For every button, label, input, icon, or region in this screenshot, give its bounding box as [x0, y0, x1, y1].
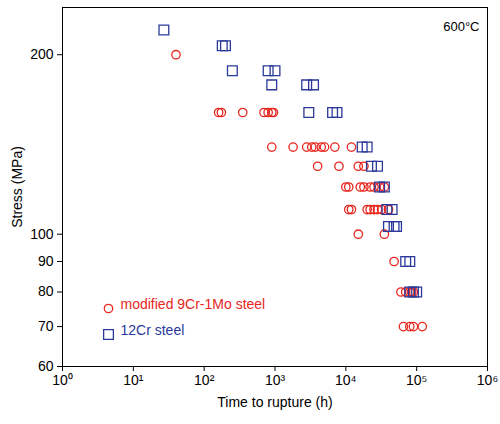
svg-text:10¹: 10¹: [123, 372, 144, 388]
svg-text:600°C: 600°C: [443, 19, 479, 34]
svg-text:200: 200: [30, 46, 54, 62]
svg-text:12Cr steel: 12Cr steel: [121, 322, 185, 338]
svg-text:Time to rupture (h): Time to rupture (h): [217, 394, 332, 410]
svg-text:10⁰: 10⁰: [52, 372, 73, 388]
svg-text:10⁴: 10⁴: [335, 372, 357, 388]
svg-text:10³: 10³: [265, 372, 286, 388]
svg-text:10⁶: 10⁶: [477, 372, 498, 388]
svg-text:100: 100: [30, 226, 54, 242]
svg-text:10⁵: 10⁵: [406, 372, 427, 388]
svg-text:90: 90: [38, 253, 54, 269]
svg-text:Stress (MPa): Stress (MPa): [9, 146, 25, 228]
svg-text:10²: 10²: [194, 372, 215, 388]
svg-text:70: 70: [38, 318, 54, 334]
svg-text:60: 60: [38, 358, 54, 374]
svg-text:80: 80: [38, 283, 54, 299]
svg-text:modified 9Cr-1Mo steel: modified 9Cr-1Mo steel: [121, 296, 266, 312]
